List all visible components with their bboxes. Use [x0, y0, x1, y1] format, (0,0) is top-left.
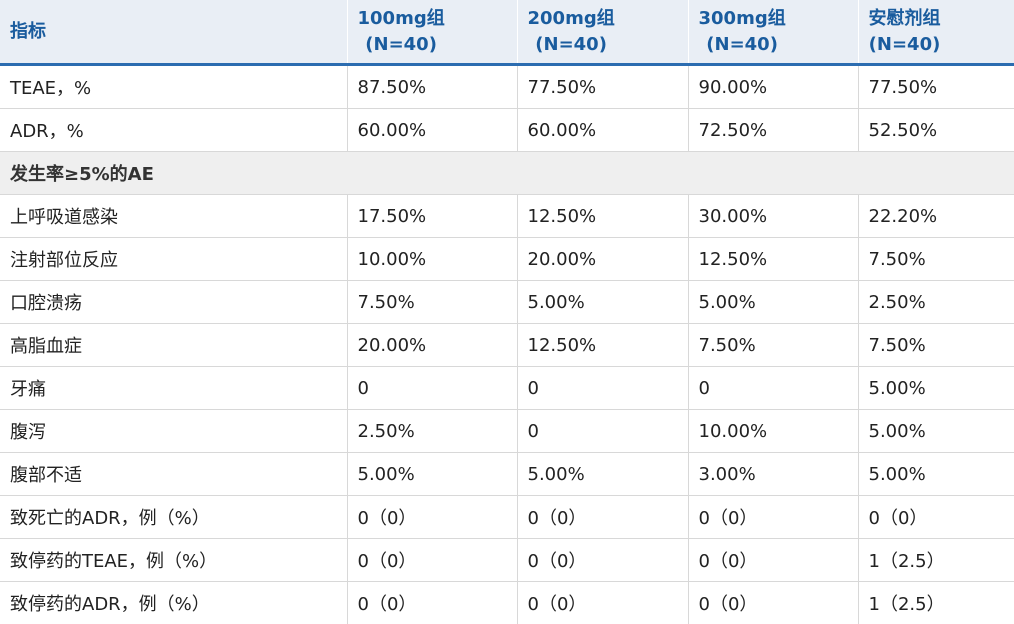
cell: 3.00% — [687, 452, 858, 496]
cell: 87.50% — [346, 64, 517, 109]
cell: 0（0） — [516, 581, 688, 624]
cell: 10.00% — [687, 409, 858, 453]
header-cell: 300mg组 (N=40) — [687, 0, 858, 66]
table-header: 指标 100mg组 (N=40) 200mg组 (N=40) 300mg组 (N=40) 安慰… — [0, 0, 1014, 66]
header-n: (N=40) — [535, 33, 607, 55]
cell: 2.50% — [346, 409, 517, 453]
cell: 7.50% — [857, 323, 1014, 367]
cell: 0（0） — [346, 495, 517, 539]
table-body: TEAE，% 87.50% 77.50% 90.00% 77.50% ADR，% 60.00… — [0, 64, 1014, 624]
cell: 0（0） — [516, 495, 688, 539]
cell: 5.00% — [857, 409, 1014, 453]
cell: 5.00% — [516, 280, 688, 324]
cell: 0（0） — [687, 495, 858, 539]
table-row: 致死亡的ADR，例（%） 0（0） 0（0） 0（0） 0（0） — [0, 495, 1014, 539]
cell: 0（0） — [346, 538, 517, 582]
cell: ADR，% — [0, 108, 347, 152]
table-row: 致停药的TEAE，例（%） 0（0） 0（0） 0（0） 1（2.5） — [0, 538, 1014, 582]
header-n: (N=40) — [706, 33, 778, 55]
table-row: 牙痛 0 0 0 5.00% — [0, 366, 1014, 410]
cell: 腹泻 — [0, 409, 347, 453]
header-n: (N=40) — [868, 33, 941, 55]
cell: 致停药的ADR，例（%） — [0, 581, 347, 624]
header-cell: 指标 — [0, 0, 347, 66]
header-cell: 200mg组 (N=40) — [516, 0, 688, 66]
cell: 20.00% — [346, 323, 517, 367]
cell: 高脂血症 — [0, 323, 347, 367]
cell: 7.50% — [857, 237, 1014, 281]
header-box: 300mg组 (N=40) — [699, 6, 786, 58]
table-row: 腹泻 2.50% 0 10.00% 5.00% — [0, 409, 1014, 453]
table-row: 上呼吸道感染 17.50% 12.50% 30.00% 22.20% — [0, 194, 1014, 238]
header-n: (N=40) — [365, 33, 437, 55]
cell: 60.00% — [516, 108, 688, 152]
cell: 10.00% — [346, 237, 517, 281]
header-title: 指标 — [10, 20, 46, 42]
cell: 0 — [687, 366, 858, 410]
cell: 5.00% — [857, 452, 1014, 496]
cell: 牙痛 — [0, 366, 347, 410]
cell: 12.50% — [687, 237, 858, 281]
cell: 77.50% — [516, 64, 688, 109]
header-box: 200mg组 (N=40) — [528, 6, 615, 58]
cell: 腹部不适 — [0, 452, 347, 496]
cell: 22.20% — [857, 194, 1014, 238]
cell: 致死亡的ADR，例（%） — [0, 495, 347, 539]
header-cell: 100mg组 (N=40) — [346, 0, 517, 66]
cell: 2.50% — [857, 280, 1014, 324]
cell: 5.00% — [687, 280, 858, 324]
cell: 90.00% — [687, 64, 858, 109]
cell: 0（0） — [857, 495, 1014, 539]
cell: 72.50% — [687, 108, 858, 152]
cell: 注射部位反应 — [0, 237, 347, 281]
header-title: 安慰剂组 — [868, 7, 941, 29]
cell: 上呼吸道感染 — [0, 194, 347, 238]
cell: 1（2.5） — [857, 538, 1014, 582]
header-title: 300mg组 — [698, 7, 786, 29]
cell: 52.50% — [857, 108, 1014, 152]
cell: 5.00% — [346, 452, 517, 496]
cell: 77.50% — [857, 64, 1014, 109]
header-box: 指标 — [10, 19, 46, 45]
table-row: 高脂血症 20.00% 12.50% 7.50% 7.50% — [0, 323, 1014, 367]
cell: 0（0） — [516, 538, 688, 582]
cell: 0 — [516, 366, 688, 410]
header-row: 指标 100mg组 (N=40) 200mg组 (N=40) 300mg组 (N=40) 安慰… — [0, 0, 1014, 66]
cell: 0（0） — [346, 581, 517, 624]
cell: 0 — [346, 366, 517, 410]
cell: 20.00% — [516, 237, 688, 281]
cell: TEAE，% — [0, 64, 347, 109]
cell: 0（0） — [687, 538, 858, 582]
header-box: 安慰剂组 (N=40) — [869, 6, 941, 58]
cell: 0（0） — [687, 581, 858, 624]
cell: 7.50% — [687, 323, 858, 367]
cell: 12.50% — [516, 194, 688, 238]
table-row: 口腔溃疡 7.50% 5.00% 5.00% 2.50% — [0, 280, 1014, 324]
cell: 12.50% — [516, 323, 688, 367]
table-row: 发生率≥5%的AE — [0, 151, 1014, 195]
header-box: 100mg组 (N=40) — [358, 6, 445, 58]
cell: 口腔溃疡 — [0, 280, 347, 324]
table-row: 腹部不适 5.00% 5.00% 3.00% 5.00% — [0, 452, 1014, 496]
cell: 致停药的TEAE，例（%） — [0, 538, 347, 582]
cell: 30.00% — [687, 194, 858, 238]
table-row: 注射部位反应 10.00% 20.00% 12.50% 7.50% — [0, 237, 1014, 281]
table-row: 致停药的ADR，例（%） 0（0） 0（0） 0（0） 1（2.5） — [0, 581, 1014, 624]
cell: 5.00% — [857, 366, 1014, 410]
header-cell: 安慰剂组 (N=40) — [857, 0, 1014, 66]
cell: 0 — [516, 409, 688, 453]
table-row: ADR，% 60.00% 60.00% 72.50% 52.50% — [0, 108, 1014, 152]
section-cell: 发生率≥5%的AE — [0, 151, 1014, 195]
header-title: 100mg组 — [357, 7, 445, 29]
cell: 7.50% — [346, 280, 517, 324]
table-row: TEAE，% 87.50% 77.50% 90.00% 77.50% — [0, 64, 1014, 109]
cell: 1（2.5） — [857, 581, 1014, 624]
header-title: 200mg组 — [527, 7, 615, 29]
cell: 60.00% — [346, 108, 517, 152]
cell: 17.50% — [346, 194, 517, 238]
cell: 5.00% — [516, 452, 688, 496]
